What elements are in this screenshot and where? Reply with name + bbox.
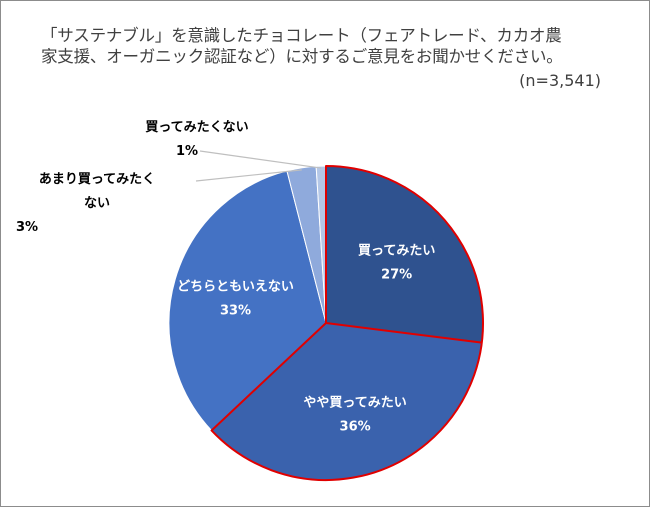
highlight-border	[210, 165, 484, 481]
slice-value-3: 33%	[220, 304, 251, 319]
chart-title-line-2: 家支援、オーガニック認証など）に対するご意見をお聞かせください。	[41, 47, 563, 66]
slice-value-1: 27%	[381, 268, 412, 283]
leader-line-5	[199, 150, 322, 169]
slice-label-3: どちらともいえない	[177, 280, 294, 295]
leader-lines	[195, 150, 322, 182]
slice-value-2: 36%	[340, 420, 371, 435]
slice-label-5-line-1: 買ってみたくない	[145, 120, 248, 135]
slice-label-4-line-1: あまり買ってみたく	[39, 172, 155, 187]
slice-value-4: 3%	[16, 220, 38, 235]
slice-label-2: やや買ってみたい	[303, 396, 406, 411]
slice-3	[168, 170, 327, 432]
slice-value-5: 1%	[176, 144, 198, 159]
slice-labels: 買ってみたい 27% やや買ってみたい 36% どちらともいえない 33% あまり買ってみた…	[16, 120, 435, 435]
pie-slices	[168, 165, 484, 481]
chart-title: 「サステナブル」を意識したチョコレート（フェアトレード、カカオ農 家支援、オーガ…	[41, 25, 621, 67]
highlight-outline	[210, 165, 484, 481]
slice-label-4-line-2: ない	[84, 196, 110, 211]
chart-title-line-1: 「サステナブル」を意識したチョコレート（フェアトレード、カカオ農	[41, 26, 562, 45]
leader-line-4	[195, 169, 302, 182]
sample-size-note: (n=3,541)	[519, 71, 601, 90]
slice-label-1: 買ってみたい	[358, 244, 435, 259]
